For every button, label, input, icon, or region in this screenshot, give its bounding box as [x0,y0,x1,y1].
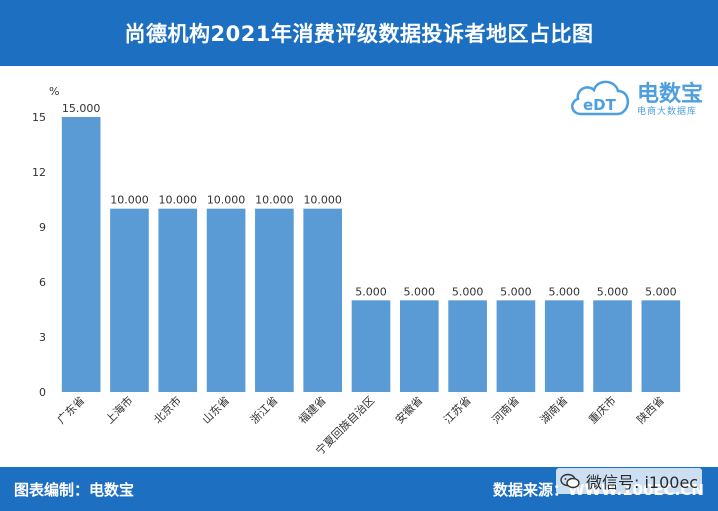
data-label: 10.000 [255,194,294,207]
data-label: 15.000 [62,102,101,115]
footer-compiler: 图表编制：电数宝 [14,481,135,499]
data-label: 10.000 [159,194,198,207]
data-label: 5.000 [597,285,629,298]
y-axis-ticks: 0 3 6 9 12 15 [32,111,46,399]
bar-chart: % 0 3 6 9 12 15 15.000 10.000 10.000 10.000 10.00… [32,85,681,458]
cloud-edt-icon: eDT [571,80,630,116]
x-tick-label: 重庆市 [585,393,618,426]
bar [544,300,584,392]
bar [255,208,294,392]
x-tick-label: 江苏省 [441,394,474,427]
y-axis-unit: % [49,85,59,98]
data-label: 10.000 [110,194,149,207]
data-label: 5.000 [355,285,387,298]
bar [61,117,101,392]
data-label: 5.000 [404,285,436,298]
data-label: 5.000 [645,285,677,298]
x-tick-label: 陕西省 [634,393,667,426]
data-label: 10.000 [207,194,246,207]
y-tick-label: 12 [32,166,46,179]
data-label: 5.000 [452,285,484,298]
bar [110,208,149,392]
bar [351,300,391,392]
bar [399,300,439,392]
x-tick-label: 福建省 [296,393,329,426]
x-tick-label: 浙江省 [248,394,281,427]
brand-logo: eDT 电数宝 电商大数据库 [567,70,707,122]
x-tick-label: 上海市 [102,393,135,426]
bar [303,208,343,392]
x-tick-label: 广东省 [55,394,88,427]
bar [206,208,246,392]
data-label: 5.000 [548,285,580,298]
bar [593,300,632,392]
y-tick-label: 15 [32,111,46,124]
data-label: 10.000 [303,194,342,207]
wechat-icon [560,473,580,489]
x-tick-label: 山东省 [200,394,233,427]
svg-text:eDT: eDT [583,96,617,114]
wechat-watermark: 微信号: i100ec [556,468,703,494]
bar [448,300,487,392]
x-tick-label: 湖南省 [538,394,571,427]
bar [641,300,681,392]
chart-header: 尚德机构2021年消费评级数据投诉者地区占比图 [0,0,718,66]
logo-name: 电数宝 [637,82,704,107]
bar [496,300,536,392]
bar [158,208,198,392]
data-labels-group: 15.000 10.000 10.000 10.000 10.000 10.000 5.00… [62,102,677,298]
y-tick-label: 0 [39,386,46,399]
watermark-text: 微信号: i100ec [586,473,699,492]
y-tick-label: 6 [39,276,46,289]
x-tick-label: 河南省 [490,394,523,427]
data-label: 5.000 [500,285,532,298]
logo-subtitle: 电商大数据库 [637,107,698,117]
y-tick-label: 9 [39,221,46,234]
x-tick-label: 安徽省 [392,393,425,426]
bars-group [61,117,681,392]
y-tick-label: 3 [39,331,46,344]
x-tick-label: 北京市 [151,393,184,426]
chart-title: 尚德机构2021年消费评级数据投诉者地区占比图 [124,22,594,46]
